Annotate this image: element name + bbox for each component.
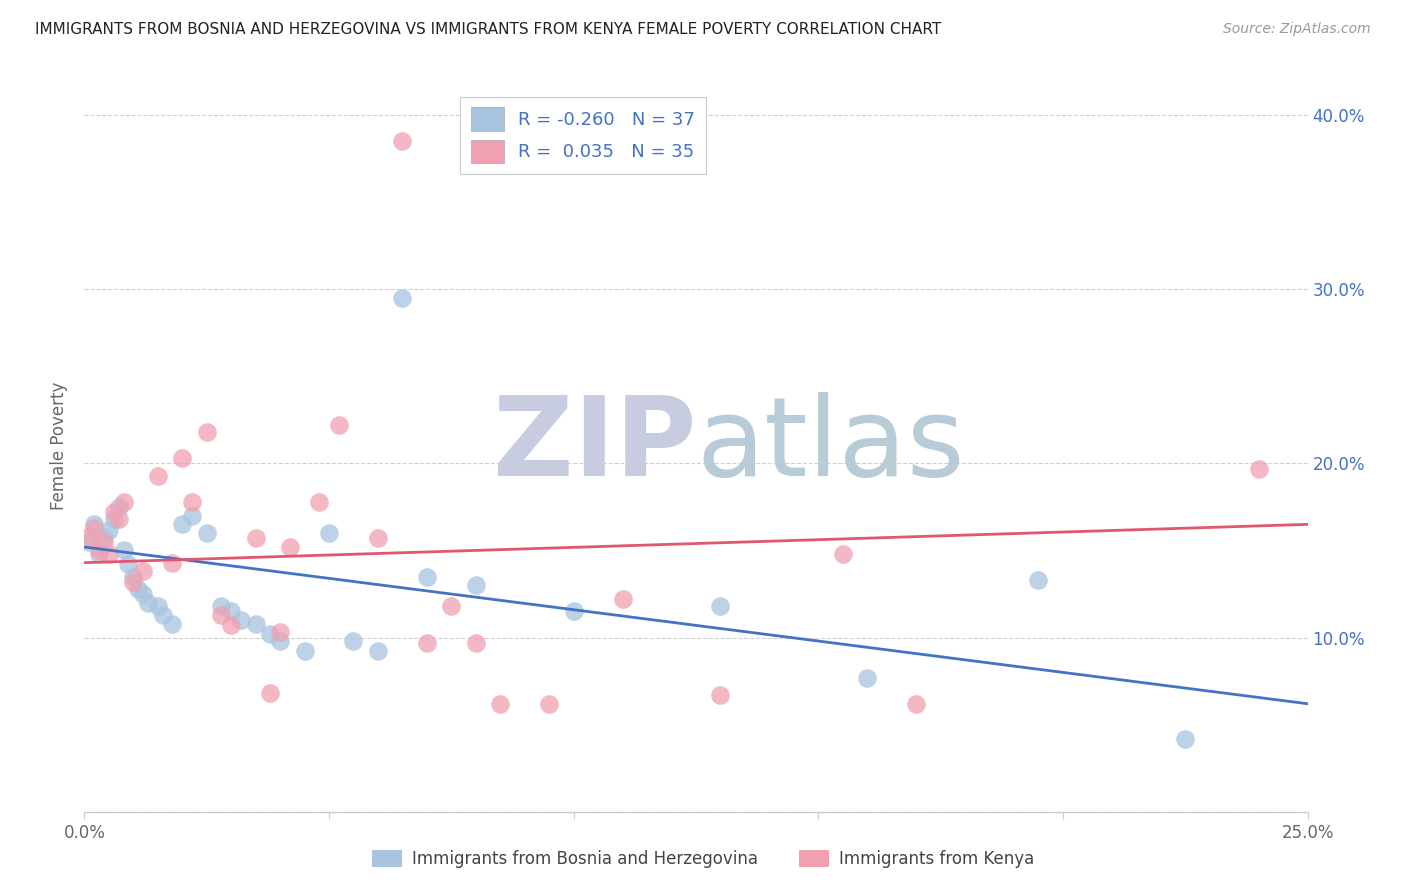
Point (77, 534, 100, 549)
Point (391, 291, 413, 305)
Point (209, 607, 232, 622)
Point (146, 468, 169, 483)
Point (612, 592, 634, 607)
Point (905, 697, 928, 711)
Point (146, 599, 169, 614)
Point (328, 418, 350, 433)
Point (209, 599, 232, 614)
Point (97, 547, 120, 561)
Point (367, 644, 389, 658)
Point (103, 512, 125, 526)
Point (367, 531, 389, 545)
Point (464, 578, 486, 592)
Point (269, 625, 291, 640)
Point (87, 543, 110, 558)
Point (416, 569, 439, 583)
Point (269, 634, 291, 648)
Point (562, 604, 585, 618)
Point (308, 494, 330, 508)
Point (259, 627, 281, 641)
Point (1028, 573, 1050, 587)
Text: ZIP: ZIP (492, 392, 696, 500)
Point (83, 521, 105, 535)
Point (440, 599, 463, 614)
Point (464, 636, 486, 650)
Text: atlas: atlas (696, 392, 965, 500)
Point (709, 688, 731, 702)
Point (259, 686, 281, 700)
Point (538, 697, 561, 711)
Point (112, 494, 135, 508)
Point (856, 671, 879, 685)
Point (181, 508, 204, 523)
Point (152, 607, 174, 622)
Point (294, 644, 316, 658)
Point (103, 505, 125, 519)
Point (87, 547, 110, 561)
Point (416, 636, 439, 650)
Point (229, 613, 252, 627)
Point (127, 582, 149, 596)
Text: IMMIGRANTS FROM BOSNIA AND HERZEGOVINA VS IMMIGRANTS FROM KENYA FEMALE POVERTY C: IMMIGRANTS FROM BOSNIA AND HERZEGOVINA V… (35, 22, 942, 37)
Point (107, 512, 129, 526)
Legend: Immigrants from Bosnia and Herzegovina, Immigrants from Kenya: Immigrants from Bosnia and Herzegovina, … (366, 843, 1040, 875)
Point (318, 526, 340, 541)
Text: Source: ZipAtlas.com: Source: ZipAtlas.com (1223, 22, 1371, 37)
Point (162, 556, 184, 570)
Point (122, 574, 145, 589)
Point (831, 547, 853, 561)
Point (489, 697, 512, 711)
Point (77, 530, 100, 544)
Point (219, 618, 242, 632)
Point (278, 540, 301, 554)
Point (391, 134, 413, 148)
Point (83, 517, 105, 532)
Point (172, 517, 194, 532)
Point (195, 425, 218, 439)
Point (195, 526, 218, 541)
Point (117, 558, 139, 572)
Point (93, 530, 115, 544)
Point (107, 500, 129, 514)
Point (136, 596, 159, 610)
Point (97, 523, 120, 537)
Point (93, 534, 115, 549)
Point (181, 494, 204, 508)
Point (1174, 731, 1197, 746)
Point (709, 599, 731, 614)
Point (245, 616, 267, 631)
Point (172, 451, 194, 466)
Y-axis label: Female Poverty: Female Poverty (51, 382, 69, 510)
Point (219, 604, 242, 618)
Point (162, 616, 184, 631)
Point (132, 565, 155, 579)
Point (245, 531, 267, 545)
Point (122, 569, 145, 583)
Legend: R = -0.260   N = 37, R =  0.035   N = 35: R = -0.260 N = 37, R = 0.035 N = 35 (460, 96, 706, 174)
Point (1247, 461, 1270, 475)
Point (342, 634, 364, 648)
Point (112, 543, 135, 558)
Point (132, 587, 155, 601)
